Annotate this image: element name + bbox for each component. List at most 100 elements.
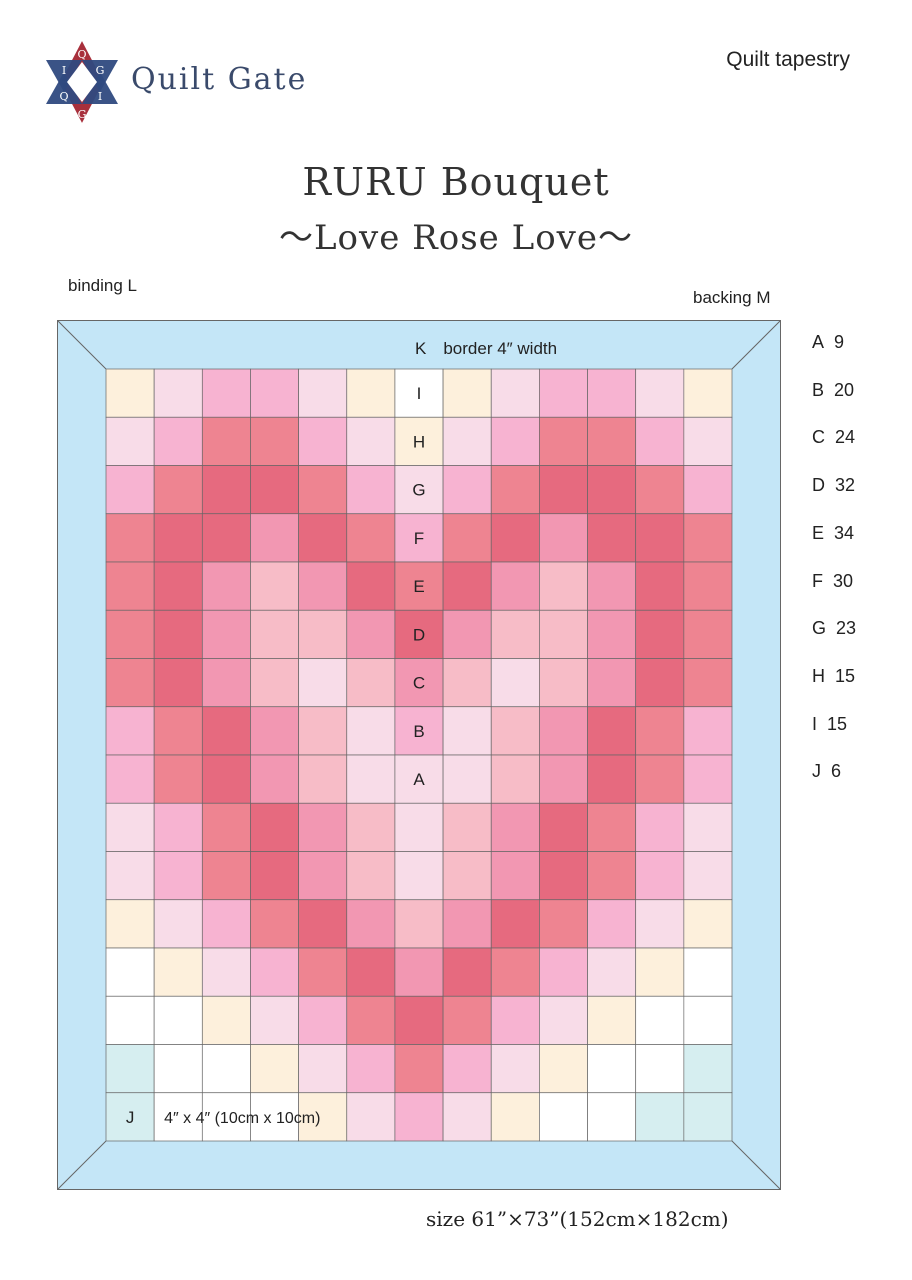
quilt-block <box>442 706 492 756</box>
quilt-block <box>539 802 588 852</box>
quilt-block <box>298 368 348 418</box>
corner-block-label: J <box>126 1108 135 1127</box>
block-letter-label: A <box>413 770 425 789</box>
quilt-block <box>105 995 155 1045</box>
quilt-block <box>587 754 637 804</box>
quilt-block <box>153 561 203 611</box>
legend-letter: C <box>812 427 825 448</box>
quilt-block <box>153 465 203 515</box>
quilt-block <box>105 513 155 563</box>
quilt-block <box>201 851 251 901</box>
quilt-diagram: J 4″ x 4″ (10cm x 10cm) I H G F E D C B A <box>57 320 781 1190</box>
quilt-block <box>105 947 155 997</box>
block-size-label: 4″ x 4″ (10cm x 10cm) <box>164 1110 320 1127</box>
legend-item: C 24 <box>812 427 855 448</box>
quilt-block <box>201 1092 251 1142</box>
quilt-block <box>683 706 733 756</box>
quilt-block <box>346 658 396 708</box>
quilt-block <box>153 609 203 659</box>
quilt-block <box>539 513 588 563</box>
quilt-block <box>683 899 733 949</box>
quilt-block <box>442 465 492 515</box>
quilt-block <box>442 513 492 563</box>
quilt-block <box>298 899 348 949</box>
quilt-block <box>298 802 348 852</box>
border-mitre-line <box>731 1140 781 1190</box>
quilt-block <box>587 416 637 466</box>
quilt-block <box>442 1044 492 1094</box>
quilt-block <box>587 658 637 708</box>
quilt-block <box>683 947 733 997</box>
block-letter-label: D <box>413 625 425 644</box>
quilt-block <box>250 851 299 901</box>
quilt-block <box>635 802 685 852</box>
quilt-block <box>490 561 540 611</box>
legend-letter: G <box>812 618 827 639</box>
quilt-block <box>346 899 396 949</box>
quilt-block <box>346 561 396 611</box>
quilt-block <box>587 995 637 1045</box>
quilt-block <box>153 899 203 949</box>
legend-count: 15 <box>835 665 856 686</box>
quilt-block <box>394 947 444 997</box>
quilt-block <box>394 851 444 901</box>
quilt-block <box>635 368 685 418</box>
quilt-block <box>153 416 203 466</box>
quilt-block <box>442 754 492 804</box>
quilt-block <box>394 802 444 852</box>
quilt-block <box>683 1092 733 1142</box>
quilt-block <box>201 995 251 1045</box>
legend-count: 34 <box>834 522 855 543</box>
quilt-block <box>587 851 637 901</box>
quilt-block <box>539 947 588 997</box>
block-letter-label: I <box>417 384 422 403</box>
legend-item: D 32 <box>812 475 855 496</box>
quilt-block <box>250 995 299 1045</box>
quilt-block <box>201 802 251 852</box>
quilt-block <box>539 899 588 949</box>
quilt-block <box>587 609 637 659</box>
quilt-block <box>683 465 733 515</box>
page-subtitle: ～Love Rose Love～ <box>278 218 633 258</box>
quilt-block <box>442 1092 492 1142</box>
quilt-block <box>442 802 492 852</box>
quilt-block <box>490 416 540 466</box>
quilt-block <box>153 995 203 1045</box>
quilt-block <box>442 947 492 997</box>
quilt-block <box>346 609 396 659</box>
quilt-block <box>105 1044 155 1094</box>
quilt-block <box>683 609 733 659</box>
quilt-block <box>539 754 588 804</box>
block-letter-label: E <box>413 577 424 596</box>
legend-letter: H <box>812 665 825 686</box>
quilt-block <box>153 851 203 901</box>
quilt-block <box>346 416 396 466</box>
logo-letter: G <box>96 64 105 77</box>
quilt-block <box>587 1092 637 1142</box>
block-letter-label: H <box>413 432 425 451</box>
quilt-block <box>683 513 733 563</box>
quilt-block <box>587 513 637 563</box>
legend-count: 32 <box>835 475 856 496</box>
page-title: RURU Bouquet <box>302 160 610 204</box>
quilt-block <box>490 802 540 852</box>
quilt-block <box>539 995 588 1045</box>
legend-count: 23 <box>836 618 857 639</box>
quilt-block <box>587 947 637 997</box>
quilt-block <box>346 995 396 1045</box>
quilt-block <box>683 851 733 901</box>
quilt-block <box>201 368 251 418</box>
quilt-block <box>201 416 251 466</box>
quilt-block <box>587 706 637 756</box>
legend-letter: A <box>812 332 825 352</box>
quilt-block <box>201 658 251 708</box>
quilt-block <box>153 368 203 418</box>
quilt-block <box>153 658 203 708</box>
logo-letter: I <box>62 64 66 77</box>
quilt-block <box>442 561 492 611</box>
quilt-block <box>250 513 299 563</box>
quilt-block <box>250 1044 299 1094</box>
legend-letter: D <box>812 475 825 496</box>
quilt-block <box>346 368 396 418</box>
legend-item: B 20 <box>812 380 854 401</box>
